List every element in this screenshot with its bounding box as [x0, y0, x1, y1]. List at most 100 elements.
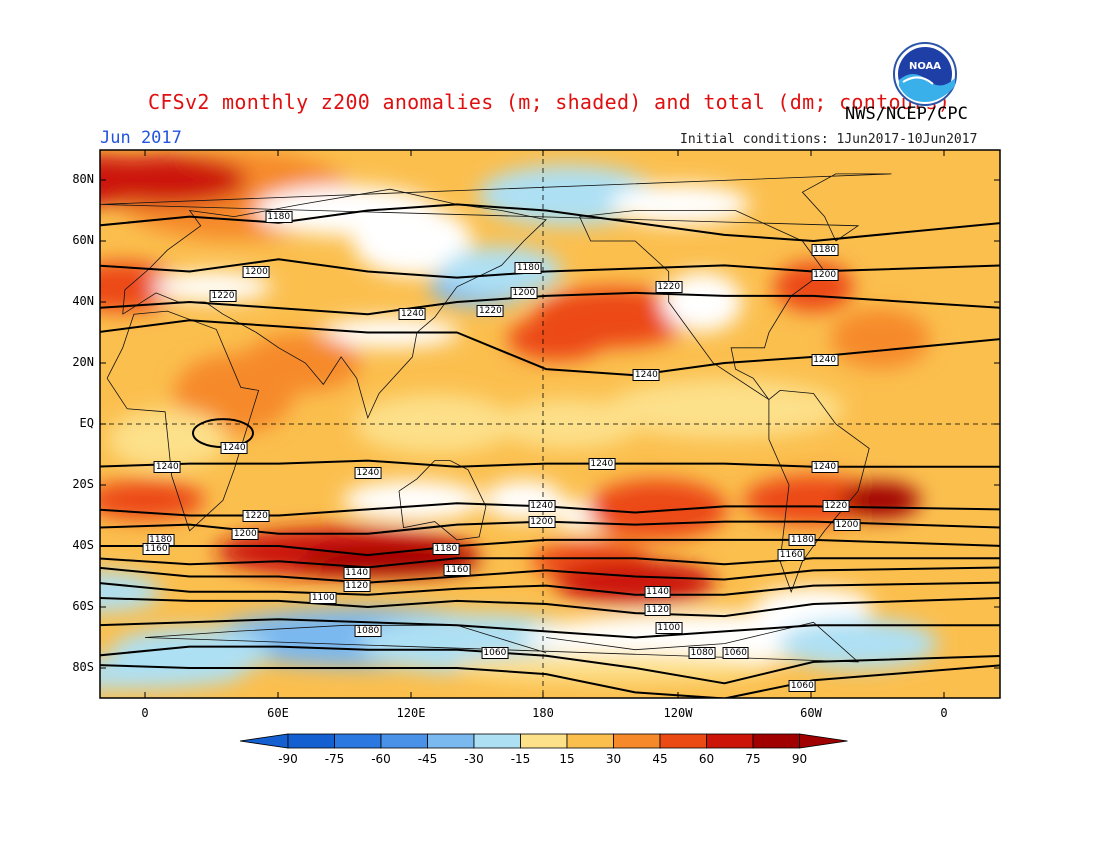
contour-value-label: 1240 — [354, 466, 382, 479]
anomaly-region — [352, 206, 473, 276]
contour-line — [100, 664, 1000, 698]
lon-label: 60W — [800, 706, 822, 720]
lon-label: 120W — [663, 706, 693, 720]
contour-value-label: 1200 — [231, 527, 259, 540]
colorbar-tick-label: 15 — [559, 752, 575, 766]
contour-line — [100, 291, 1000, 316]
lon-label: 0 — [141, 706, 149, 720]
colorbar-segment — [427, 733, 475, 749]
colorbar-tick-label: -90 — [278, 752, 298, 766]
colorbar-tick-label: -75 — [324, 752, 345, 766]
contour-value-label: 1240 — [588, 457, 616, 470]
contour-value-label: 1080 — [688, 646, 716, 659]
lon-label: 0 — [940, 706, 948, 720]
coastline — [768, 389, 870, 593]
colorbar-arrow-high — [799, 733, 848, 749]
axis-ticks — [100, 150, 1000, 698]
agency-credit: NWS/NCEP/CPC — [845, 104, 968, 124]
contour-value-label: 1240 — [220, 442, 248, 455]
anomaly-region — [778, 618, 939, 669]
colorbar-segment — [473, 733, 521, 749]
contour-value-label: 1060 — [722, 646, 749, 659]
anomaly-region — [604, 378, 845, 439]
contour-value-label: 1180 — [811, 244, 839, 257]
contour-value-label: 1200 — [811, 268, 839, 281]
contour-value-label: 1100 — [309, 591, 337, 604]
contour-line — [100, 258, 1000, 279]
contour-line — [100, 203, 1000, 242]
colorbar-segment — [752, 733, 800, 749]
noaa-logo-icon: NOAA — [893, 42, 957, 106]
contour-line — [100, 319, 1000, 377]
anomaly-region — [743, 475, 884, 526]
contour-line — [100, 581, 1000, 596]
contour-value-label: 1180 — [265, 210, 293, 223]
contour-line — [100, 557, 1000, 569]
contour-value-label: 1200 — [510, 286, 538, 299]
contour-value-label: 1060 — [788, 680, 816, 693]
lat-label: 60N — [72, 233, 94, 247]
contour-line — [100, 597, 1000, 618]
anomaly-region — [174, 353, 295, 434]
contour-value-label: 1120 — [644, 604, 671, 617]
anomaly-region — [840, 482, 921, 519]
lon-label: 120E — [396, 706, 426, 720]
contour-value-label: 1200 — [833, 518, 861, 531]
coastlines — [100, 173, 892, 663]
anomaly-region — [452, 653, 773, 683]
colorbar-segment — [520, 733, 568, 749]
colorbar-segment — [566, 733, 614, 749]
anomaly-region — [100, 155, 171, 205]
contour-value-label: 1220 — [655, 280, 683, 293]
anomaly-region — [151, 271, 272, 302]
contour-value-label: 1240 — [528, 500, 556, 513]
svg-text:NOAA: NOAA — [909, 61, 941, 72]
lat-label: 40S — [72, 538, 94, 552]
anomaly-region — [100, 261, 183, 312]
anomaly-region — [609, 184, 750, 225]
anomaly-region — [830, 308, 931, 369]
lon-label: 180 — [532, 706, 554, 720]
contour-line — [100, 502, 1000, 517]
contour-value-label: 1220 — [822, 500, 850, 513]
lat-label: 20N — [72, 355, 94, 369]
lat-label: EQ — [79, 416, 94, 430]
colorbar — [239, 733, 848, 749]
colorbar-segment — [380, 733, 428, 749]
colorbar-tick-label: 45 — [652, 752, 668, 766]
coastline — [398, 460, 487, 541]
contour-line — [100, 618, 1000, 639]
lat-label: 20S — [72, 477, 94, 491]
contour-line — [100, 459, 1000, 468]
contour-value-label: 1240 — [398, 308, 426, 321]
colorbar-tick-label: -15 — [510, 752, 531, 766]
colorbar-tick-label: 90 — [791, 752, 808, 766]
contour-value-label: 1220 — [209, 289, 237, 302]
contour-value-label: 1060 — [481, 646, 509, 659]
contour-value-label: 1080 — [354, 625, 382, 638]
contour-value-label: 1140 — [343, 567, 371, 580]
colorbar-tick-label: -45 — [417, 752, 438, 766]
contour-value-label: 1160 — [777, 549, 805, 562]
contour-value-label: 1180 — [432, 543, 460, 556]
contour-value-label: 1160 — [142, 543, 170, 556]
colorbar-arrow-low — [239, 733, 289, 749]
coastline — [122, 188, 547, 420]
anomaly-region — [507, 316, 608, 361]
contour-value-label: 1220 — [242, 509, 270, 522]
contour-value-label: 1240 — [811, 460, 839, 473]
anomaly-region — [441, 246, 562, 297]
lat-label: 80S — [72, 660, 94, 674]
coastline — [106, 310, 260, 532]
colorbar-tick-label: 75 — [745, 752, 761, 766]
lat-label: 80N — [72, 172, 94, 186]
colorbar-segment — [287, 733, 335, 749]
lat-label: 60S — [72, 599, 94, 613]
lon-label: 60E — [267, 706, 289, 720]
lat-label: 40N — [72, 294, 94, 308]
anomaly-region — [342, 480, 483, 521]
chart-title: CFSv2 monthly z200 anomalies (m; shaded)… — [148, 90, 951, 114]
contour-value-label: 1180 — [514, 262, 542, 275]
colorbar-segment — [659, 733, 707, 749]
